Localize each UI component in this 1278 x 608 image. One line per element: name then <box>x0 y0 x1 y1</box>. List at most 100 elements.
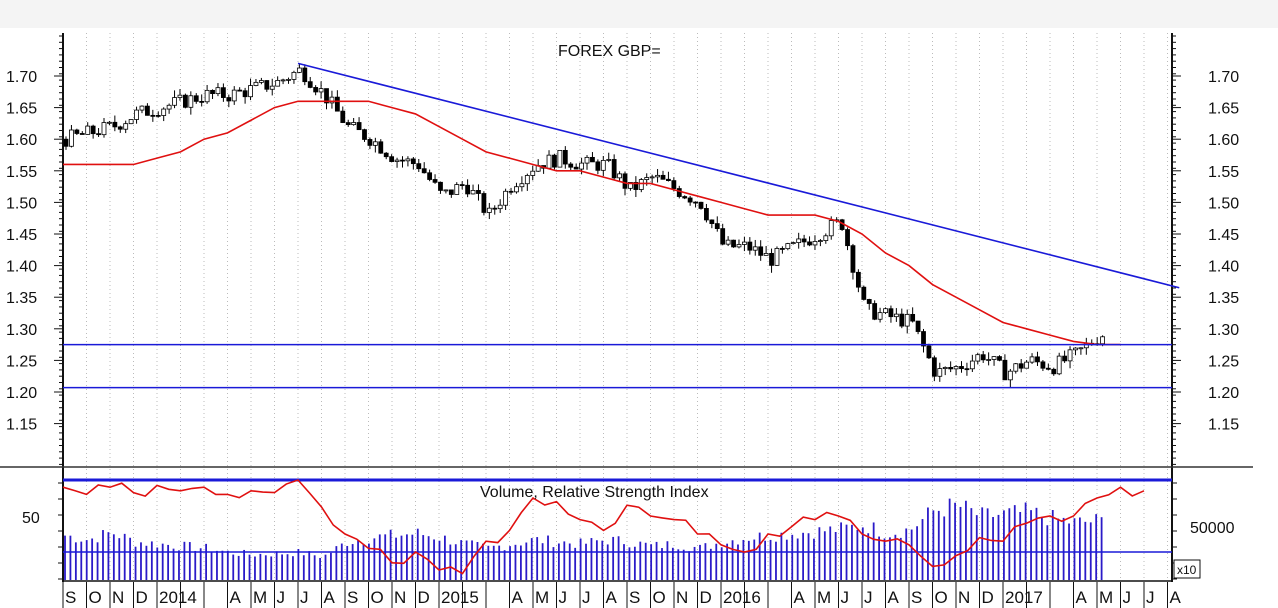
candle-body <box>454 184 460 195</box>
price-axis-labels: 1.70 1.65 1.60 1.55 1.50 1.45 1.40 1.35 1.30 1.25… <box>6 69 37 434</box>
month-label: S <box>347 588 358 607</box>
candle-body <box>215 87 221 95</box>
candle-body <box>915 320 921 332</box>
moving-average-line <box>63 100 1121 346</box>
candle-body <box>334 96 340 112</box>
candle-body <box>69 129 74 147</box>
candle-body <box>1013 363 1019 372</box>
candle-body <box>1073 347 1078 351</box>
candle-body <box>465 184 471 195</box>
candle-body <box>128 119 134 125</box>
month-label: N <box>676 588 688 607</box>
candle-body <box>329 96 335 104</box>
candle-body <box>687 197 693 203</box>
month-label: J <box>277 588 286 607</box>
candle-body <box>991 356 997 360</box>
price-tick-label: 1.40 <box>6 259 37 276</box>
candle-body <box>975 354 981 362</box>
candle-body <box>340 110 346 123</box>
candle-body <box>986 359 992 361</box>
month-label: J <box>582 588 591 607</box>
candle-body <box>785 243 791 250</box>
candle-body <box>96 133 101 136</box>
price-tick-label-right: 1.35 <box>1208 290 1239 307</box>
candle-body <box>416 163 422 170</box>
candle-body <box>1035 356 1040 363</box>
candle-body <box>134 109 139 120</box>
candle-body <box>921 331 926 347</box>
candle-body <box>362 129 367 140</box>
candle-body <box>63 138 69 147</box>
candle-body <box>861 286 867 300</box>
candle-body <box>177 94 183 98</box>
month-label: J <box>841 588 850 607</box>
candle-body <box>275 80 281 87</box>
candle-body <box>286 79 291 81</box>
price-tick-label: 1.60 <box>6 132 37 149</box>
candle-body <box>600 159 606 171</box>
candle-body <box>622 173 628 189</box>
candle-body <box>714 223 720 229</box>
price-axis-labels-right: 1.70 1.65 1.60 1.55 1.50 1.45 1.40 1.35 1.30 1.25… <box>1208 69 1239 434</box>
candle-body <box>904 313 910 327</box>
price-tick-label-right: 1.30 <box>1208 322 1239 339</box>
month-label: J <box>300 588 309 607</box>
candle-body <box>448 189 454 195</box>
month-label: 2017 <box>1005 588 1043 607</box>
candle-body <box>828 220 834 237</box>
candle-body <box>628 182 633 189</box>
candle-body <box>79 133 85 135</box>
month-label: 2015 <box>441 588 479 607</box>
month-label: J <box>1123 588 1132 607</box>
candle-body <box>432 179 438 183</box>
candle-body <box>676 188 682 197</box>
candle-body <box>1007 370 1013 381</box>
candle-body <box>296 67 302 73</box>
candle-body <box>817 240 823 242</box>
candle-body <box>877 312 883 320</box>
candle-body <box>1056 355 1062 375</box>
candle-body <box>101 122 107 136</box>
candle-body <box>969 360 975 370</box>
candle-body <box>530 170 536 176</box>
price-tick-label: 1.20 <box>6 385 37 402</box>
candle-body <box>1018 363 1024 369</box>
month-label: 2016 <box>723 588 761 607</box>
candle-body <box>237 89 243 92</box>
candle-body <box>1100 336 1106 345</box>
candle-body <box>242 90 248 98</box>
candle-body <box>508 190 514 193</box>
price-tick-label: 1.65 <box>6 101 37 118</box>
candle-body <box>1062 355 1068 362</box>
candle-body <box>443 189 449 192</box>
candle-body <box>709 219 715 224</box>
candle-body <box>204 89 210 103</box>
price-tick-label-right: 1.50 <box>1208 195 1239 212</box>
candle-body <box>1024 361 1030 369</box>
candle-body <box>590 156 595 163</box>
candle-body <box>150 114 156 117</box>
price-tick-label: 1.55 <box>6 164 37 181</box>
candle-body <box>470 190 476 195</box>
candle-body <box>123 123 129 130</box>
month-label: J <box>559 588 568 607</box>
indicator-title: Volume, Relative Strength Index <box>480 484 709 501</box>
x-axis-labels: S O N D 2014 A M J J A S O N D 2015 A M J J A S O N D 2016 A M J J A S… <box>62 582 1182 608</box>
month-label: M <box>535 588 549 607</box>
candle-body <box>166 104 172 110</box>
candle-body <box>182 94 188 108</box>
month-label: D <box>982 588 994 607</box>
candle-body <box>931 357 937 377</box>
candle-body <box>394 159 400 162</box>
candle-body <box>383 152 389 158</box>
candle-body <box>731 239 736 248</box>
price-tick-label-right: 1.70 <box>1208 69 1239 86</box>
candle-body <box>269 85 275 90</box>
price-tick-label: 1.45 <box>6 227 37 244</box>
candle-body <box>1078 347 1084 350</box>
candle-body <box>725 239 731 245</box>
candle-body <box>161 108 167 116</box>
month-label: D <box>700 588 712 607</box>
candle-body <box>953 366 959 370</box>
candle-body <box>823 235 829 241</box>
